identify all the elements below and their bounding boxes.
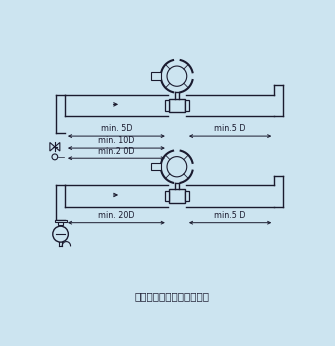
Bar bbox=[169, 189, 185, 203]
Text: 弯管、阀门和泵之间的安装: 弯管、阀门和泵之间的安装 bbox=[134, 291, 209, 301]
Bar bbox=[151, 163, 161, 171]
Bar bbox=[58, 222, 63, 225]
Bar bbox=[165, 191, 169, 201]
Bar bbox=[151, 72, 161, 80]
Text: min.5 D: min.5 D bbox=[214, 211, 246, 220]
Circle shape bbox=[167, 66, 187, 86]
Bar bbox=[185, 100, 189, 111]
Text: min. 5D: min. 5D bbox=[100, 125, 132, 134]
Text: min.2 0D: min.2 0D bbox=[98, 147, 135, 156]
Circle shape bbox=[167, 157, 187, 177]
Text: min. 20D: min. 20D bbox=[98, 211, 135, 220]
Text: min.5 D: min.5 D bbox=[214, 125, 246, 134]
Text: min. 10D: min. 10D bbox=[98, 136, 135, 145]
Bar bbox=[55, 220, 67, 222]
Bar bbox=[165, 100, 169, 111]
Bar bbox=[169, 99, 185, 112]
Bar bbox=[185, 191, 189, 201]
Circle shape bbox=[53, 226, 68, 242]
